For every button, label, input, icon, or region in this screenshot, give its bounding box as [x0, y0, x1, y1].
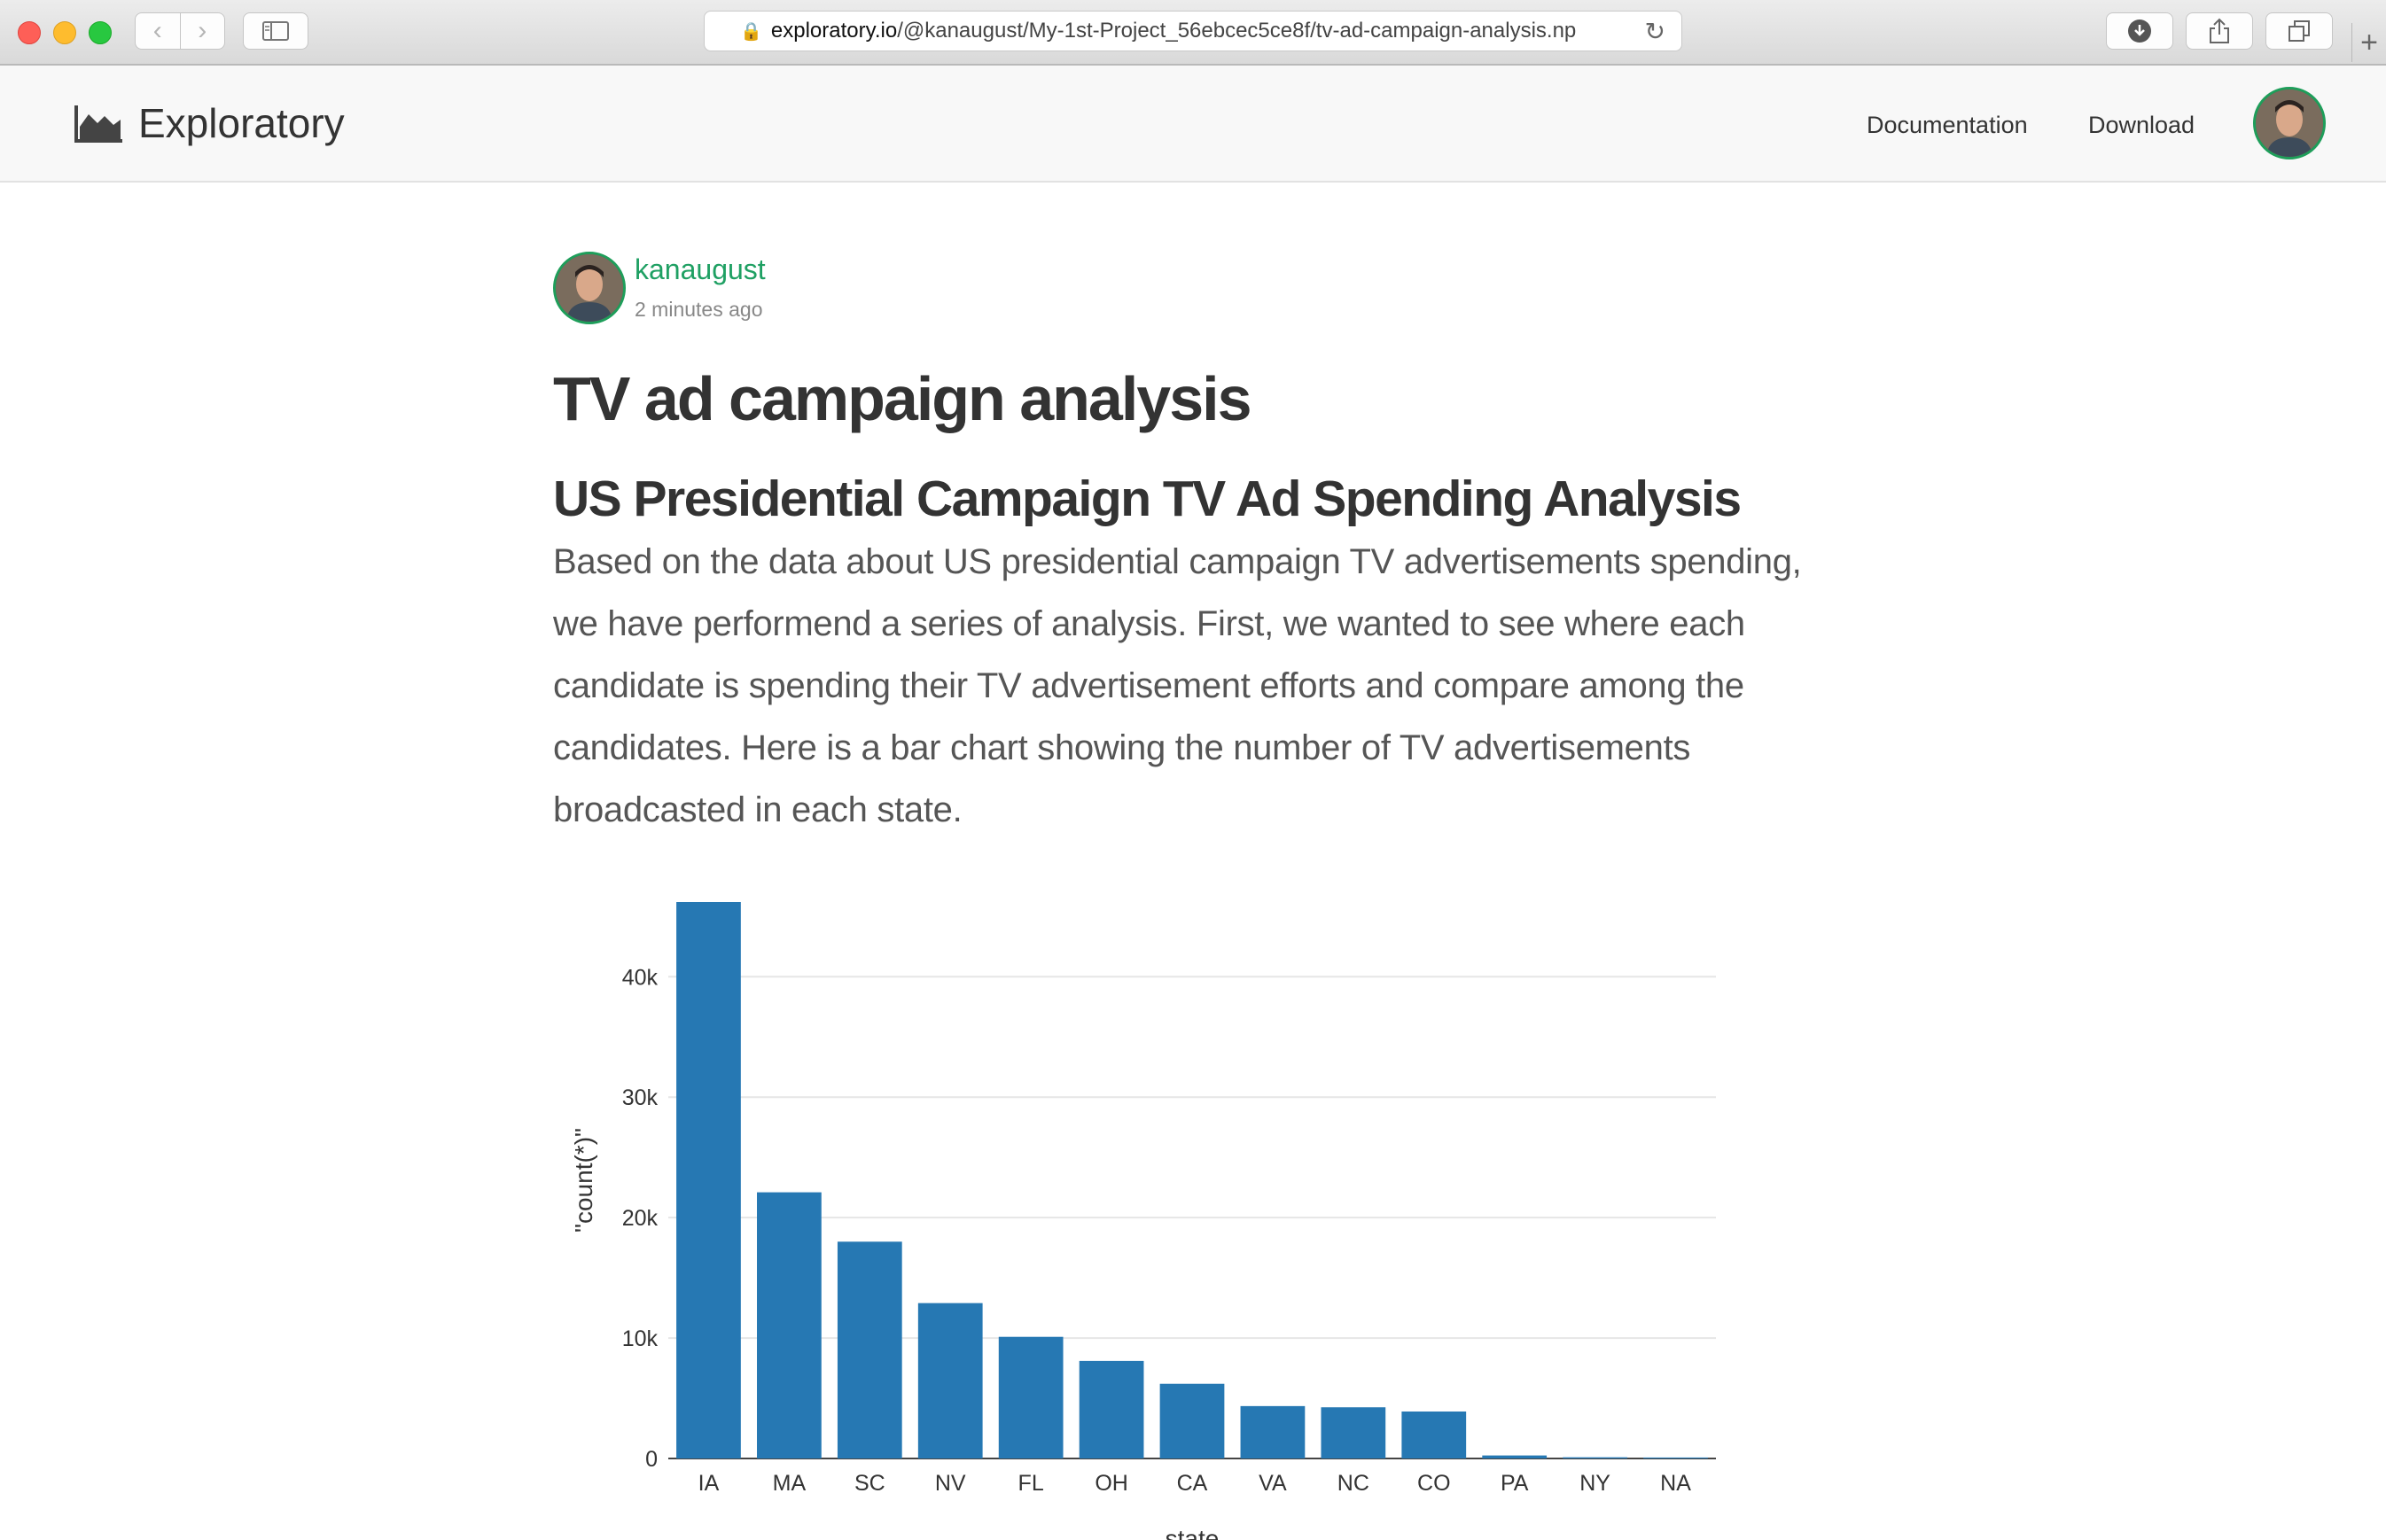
author-name-link[interactable]: kanaugust: [635, 253, 766, 285]
x-tick-label: CO: [1417, 1471, 1451, 1496]
post-timestamp: 2 minutes ago: [635, 298, 763, 321]
bar-oh[interactable]: [1079, 1360, 1144, 1458]
user-avatar[interactable]: [2253, 87, 2326, 159]
download-icon: [2128, 19, 2151, 43]
nav-documentation[interactable]: Documentation: [1867, 112, 2028, 138]
reload-icon[interactable]: ↻: [1644, 17, 1665, 45]
url-host: exploratory.io: [770, 19, 898, 43]
intro-paragraph: Based on the data about US presidential …: [553, 542, 1802, 829]
x-axis-ticks: IA MA SC NV FL OH CA VA NC CO PA NY NA: [698, 1471, 1692, 1496]
y-tick-label: 30k: [622, 1085, 659, 1110]
nav-download[interactable]: Download: [2088, 112, 2195, 138]
back-arrow-icon[interactable]: ‹: [136, 13, 181, 49]
site-name: Exploratory: [138, 100, 345, 146]
url-path: /@kanaugust/My-1st-Project_56ebcec5ce8f/…: [897, 19, 1577, 43]
section-heading: US Presidential Campaign TV Ad Spending …: [553, 471, 1742, 527]
y-axis-label: "count(*)": [570, 1128, 597, 1233]
x-tick-label: NV: [935, 1471, 966, 1496]
x-tick-label: FL: [1018, 1471, 1044, 1496]
x-tick-label: SC: [854, 1471, 885, 1496]
new-tab-plus-icon[interactable]: +: [2351, 23, 2386, 62]
bar-nc[interactable]: [1321, 1407, 1386, 1458]
lock-icon: 🔒: [740, 21, 762, 42]
maximize-window-button[interactable]: [89, 21, 112, 44]
address-bar[interactable]: 🔒 exploratory.io/@kanaugust/My-1st-Proje…: [704, 11, 1682, 51]
tabs-icon: [2289, 20, 2310, 42]
x-tick-label: CA: [1177, 1471, 1208, 1496]
y-tick-label: 20k: [622, 1206, 659, 1231]
area-chart-logo-icon: [74, 105, 122, 143]
y-tick-label: 40k: [622, 965, 659, 990]
bar-ma[interactable]: [757, 1192, 822, 1458]
site-header: Exploratory Documentation Download: [0, 66, 2386, 183]
chart-bars: [676, 902, 1708, 1458]
x-tick-label: OH: [1095, 1471, 1128, 1496]
browser-toolbar: ‹ › 🔒 exploratory.io/@kanaugust/My-1st-P…: [0, 0, 2386, 66]
close-window-button[interactable]: [18, 21, 41, 44]
y-tick-label: 0: [645, 1447, 658, 1472]
page-title: TV ad campaign analysis: [553, 364, 1252, 433]
y-axis-ticks: 0 10k 20k 30k 40k: [622, 965, 659, 1472]
x-tick-label: NC: [1337, 1471, 1369, 1496]
avatar-face-icon: [2256, 89, 2323, 157]
tabs-overview-button[interactable]: [2265, 12, 2333, 50]
minimize-window-button[interactable]: [53, 21, 76, 44]
x-tick-label: NY: [1579, 1471, 1610, 1496]
x-tick-label: IA: [698, 1471, 720, 1496]
share-button[interactable]: [2186, 12, 2253, 50]
forward-arrow-icon[interactable]: ›: [198, 16, 207, 45]
bar-fl[interactable]: [998, 1336, 1064, 1458]
x-tick-label: MA: [773, 1471, 807, 1496]
bar-sc[interactable]: [837, 1241, 902, 1458]
bar-nv[interactable]: [917, 1303, 983, 1458]
author-avatar-face-icon: [556, 254, 623, 322]
x-tick-label: PA: [1501, 1471, 1529, 1496]
bar-co[interactable]: [1401, 1411, 1467, 1458]
url-text: exploratory.io/@kanaugust/My-1st-Project…: [771, 19, 1636, 43]
y-tick-label: 10k: [622, 1326, 659, 1351]
bar-ia[interactable]: [676, 902, 741, 1458]
sidebar-toggle-button[interactable]: [243, 12, 308, 50]
bar-va[interactable]: [1240, 1405, 1306, 1458]
bar-pa[interactable]: [1482, 1455, 1548, 1458]
bar-ca[interactable]: [1159, 1383, 1225, 1458]
x-tick-label: VA: [1259, 1471, 1287, 1496]
share-icon: [2210, 18, 2229, 43]
downloads-button[interactable]: [2106, 12, 2173, 50]
author-avatar[interactable]: [553, 252, 626, 324]
x-tick-label: NA: [1660, 1471, 1691, 1496]
sidebar-icon: [262, 21, 289, 41]
history-navigation: ‹ ›: [135, 12, 225, 50]
site-logo[interactable]: Exploratory: [74, 99, 345, 147]
x-axis-label: state: [1166, 1525, 1220, 1540]
